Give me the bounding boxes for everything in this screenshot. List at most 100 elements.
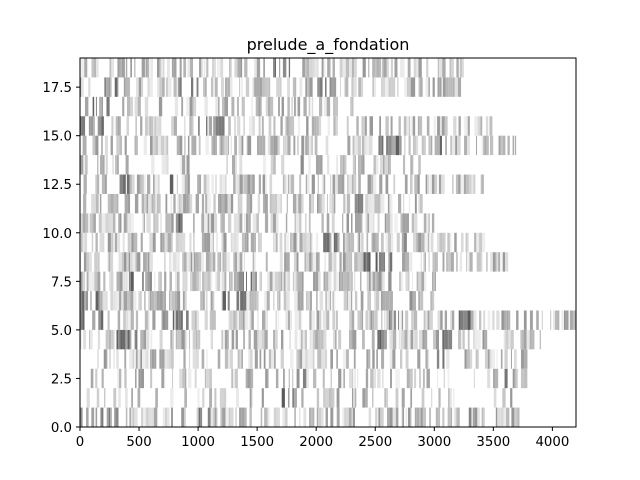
heatmap-cell <box>273 155 275 175</box>
heatmap-cell <box>290 174 295 194</box>
heatmap-cell <box>125 407 128 427</box>
heatmap-cell <box>225 407 229 427</box>
heatmap-cell <box>309 329 312 350</box>
heatmap-cell <box>432 252 435 272</box>
heatmap-cell <box>224 349 229 369</box>
heatmap-cell <box>235 310 238 330</box>
heatmap-cell <box>149 213 151 233</box>
heatmap-cell <box>129 329 132 350</box>
heatmap-cell <box>326 291 328 311</box>
heatmap-cell <box>417 58 419 78</box>
heatmap-cell <box>326 96 331 117</box>
heatmap-cell <box>97 252 99 272</box>
heatmap-cell <box>150 135 153 156</box>
heatmap-cell <box>97 116 101 136</box>
heatmap-cell <box>230 232 233 253</box>
heatmap-cell <box>181 174 185 194</box>
heatmap-cell <box>221 329 223 350</box>
heatmap-cell <box>309 310 312 330</box>
heatmap-cell <box>333 291 336 311</box>
heatmap-cell <box>205 135 209 156</box>
heatmap-cell <box>259 135 263 156</box>
heatmap-cell <box>219 193 222 214</box>
heatmap-cell <box>458 116 461 136</box>
heatmap-cell <box>374 310 378 330</box>
heatmap-cell <box>455 116 457 136</box>
heatmap-cell <box>88 271 92 292</box>
heatmap-cell <box>229 271 231 292</box>
heatmap-cell <box>157 77 160 97</box>
heatmap-cell <box>171 291 175 311</box>
heatmap-cell <box>103 388 106 408</box>
heatmap-cell <box>379 329 382 350</box>
heatmap-cell <box>212 252 216 272</box>
heatmap-cell <box>320 155 323 175</box>
heatmap-cell <box>458 329 462 350</box>
heatmap-cell <box>397 77 399 97</box>
heatmap-cell <box>467 116 470 136</box>
heatmap-cell <box>209 310 213 330</box>
heatmap-cell <box>308 135 312 156</box>
heatmap-cell <box>335 232 338 253</box>
heatmap-cell <box>332 174 336 194</box>
heatmap-cell <box>144 193 147 214</box>
heatmap-cell <box>411 310 414 330</box>
heatmap-cell <box>408 271 410 292</box>
heatmap-cell <box>304 58 307 78</box>
heatmap-cell <box>388 252 390 272</box>
heatmap-cell <box>82 135 86 156</box>
heatmap-cell <box>108 329 112 350</box>
heatmap-cell <box>329 58 331 78</box>
heatmap-cell <box>109 213 113 233</box>
heatmap-cell <box>220 135 223 156</box>
heatmap-cell <box>212 310 216 330</box>
heatmap-cell <box>274 232 276 253</box>
heatmap-cell <box>324 252 327 272</box>
heatmap-cell <box>298 271 302 292</box>
heatmap-cell <box>316 388 320 408</box>
heatmap-cell <box>152 232 156 253</box>
heatmap-cell <box>285 135 288 156</box>
heatmap-cell <box>82 213 86 233</box>
heatmap-cell <box>435 252 438 272</box>
heatmap-cell <box>269 193 272 214</box>
heatmap-cell <box>274 193 278 214</box>
heatmap-cell <box>322 193 325 214</box>
heatmap-cell <box>210 291 213 311</box>
heatmap-cell <box>292 271 295 292</box>
heatmap-cell <box>86 407 89 427</box>
heatmap-cell <box>322 368 325 389</box>
heatmap-cell <box>100 407 102 427</box>
heatmap-cell <box>419 407 421 427</box>
heatmap-cell <box>464 135 467 156</box>
heatmap-cell <box>393 174 396 194</box>
heatmap-cell <box>312 407 315 427</box>
heatmap-cell <box>270 155 274 175</box>
heatmap-cell <box>179 232 183 253</box>
heatmap-cell <box>367 291 370 311</box>
heatmap-cell <box>438 174 442 194</box>
heatmap-cell <box>477 116 481 136</box>
heatmap-cell <box>405 252 410 272</box>
heatmap-cell <box>328 271 332 292</box>
heatmap-cell <box>387 232 392 253</box>
heatmap-cell <box>216 232 218 253</box>
heatmap-cell <box>184 116 186 136</box>
heatmap-cell <box>274 155 277 175</box>
heatmap-cell <box>143 407 145 427</box>
heatmap-cell <box>114 407 116 427</box>
heatmap-cell <box>96 58 99 78</box>
heatmap-cell <box>292 193 297 214</box>
heatmap-cell <box>310 193 313 214</box>
heatmap-cell <box>349 407 352 427</box>
heatmap-cell <box>187 58 191 78</box>
heatmap-cell <box>171 116 173 136</box>
heatmap-cell <box>236 58 239 78</box>
heatmap-cell <box>312 349 315 369</box>
heatmap-cell <box>176 271 180 292</box>
heatmap-cell <box>223 252 227 272</box>
heatmap-cell <box>563 310 566 330</box>
heatmap-cell <box>367 252 369 272</box>
heatmap-cell <box>202 291 205 311</box>
heatmap-cell <box>282 58 287 78</box>
